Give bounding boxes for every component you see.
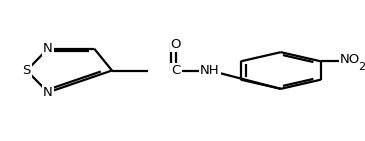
Text: NO: NO (339, 53, 360, 66)
Text: N: N (43, 86, 53, 99)
Text: O: O (171, 38, 181, 51)
Text: N: N (43, 42, 53, 55)
Text: C: C (171, 64, 181, 77)
Text: NH: NH (200, 64, 219, 77)
Text: 2: 2 (358, 62, 365, 72)
Text: S: S (23, 64, 31, 77)
